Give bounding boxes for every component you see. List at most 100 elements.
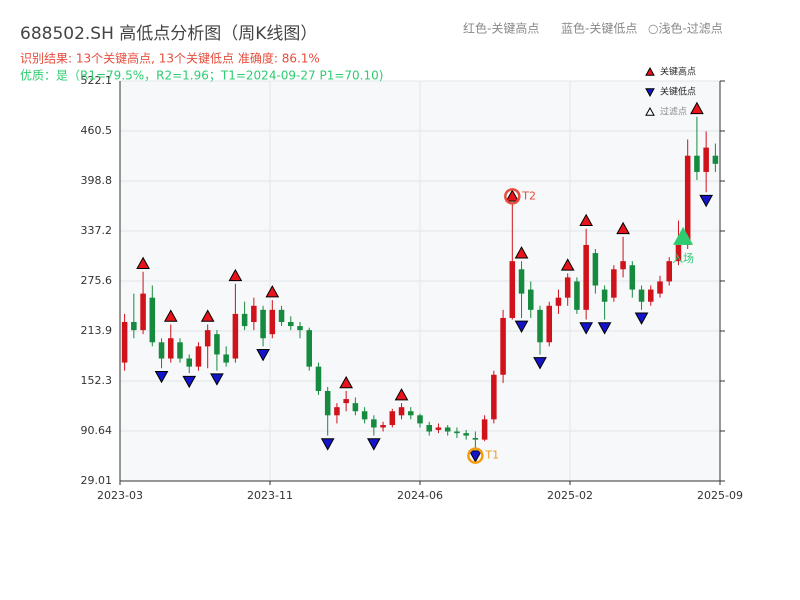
key-point — [533, 357, 547, 370]
candle-body — [158, 342, 165, 359]
candle-body — [251, 305, 257, 323]
key-point — [256, 349, 270, 362]
candle-body — [611, 269, 617, 298]
key-point — [182, 375, 197, 389]
annotation-circle — [467, 447, 484, 464]
key-point — [468, 450, 483, 463]
key-point — [154, 370, 169, 384]
key-point — [514, 320, 529, 333]
key-point — [163, 309, 178, 322]
key-point — [320, 438, 335, 451]
candle-body — [380, 425, 386, 428]
annotation-circle — [504, 188, 521, 205]
legend-label: 关键低点 — [660, 86, 696, 98]
candle-body — [629, 265, 636, 290]
candle-body — [241, 313, 248, 327]
key-point — [366, 438, 381, 451]
candle-body — [398, 407, 405, 416]
candle-body — [675, 244, 682, 262]
y-tick-label: 213.9 — [81, 324, 113, 337]
legend-marker — [645, 106, 655, 116]
candle-body — [214, 334, 220, 355]
candle-body — [481, 419, 488, 440]
header-legend: 蓝色-关键低点 — [561, 22, 637, 36]
key-point — [690, 101, 704, 115]
candle-body — [204, 330, 211, 347]
candle-body — [454, 431, 460, 434]
candle-body — [288, 322, 294, 327]
candle-body — [620, 261, 626, 270]
quality-text: 优质：是（R1=79.5%，R2=1.96；T1=2024-09-27 P1=7… — [20, 69, 383, 83]
candle-body — [574, 281, 580, 310]
candle-body — [324, 390, 331, 416]
candle-body — [666, 261, 672, 282]
candle-body — [564, 277, 571, 298]
candle-body — [343, 399, 349, 404]
result-text: 识别结果: 13个关键高点, 13个关键低点 准确度: 86.1% — [20, 51, 320, 66]
candle-body — [537, 309, 543, 343]
key-point — [505, 189, 520, 202]
candle-body — [186, 358, 192, 367]
candle-body — [694, 155, 700, 172]
candle-body — [177, 342, 183, 359]
legend-label: 过滤点 — [660, 106, 687, 118]
annotation-label: T1 — [484, 449, 499, 462]
candle-body — [352, 403, 359, 412]
candle-body — [703, 147, 709, 172]
candle-body — [684, 155, 691, 245]
annotation-label: 入场 — [672, 251, 694, 265]
y-tick-label: 90.64 — [81, 424, 113, 437]
candle-body — [371, 419, 377, 428]
candle-body — [223, 354, 229, 363]
candle-body — [408, 411, 414, 416]
candle-body — [435, 427, 442, 430]
x-tick-label: 2025-02 — [547, 489, 593, 502]
candle-body — [260, 309, 266, 339]
legend-marker — [645, 88, 655, 98]
key-point — [699, 194, 714, 208]
annotation-label: T2 — [521, 189, 536, 202]
y-tick-label: 460.5 — [81, 124, 113, 137]
candle-body — [389, 411, 396, 426]
legend-marker — [645, 66, 655, 76]
y-tick-label: 337.2 — [81, 224, 113, 237]
candle-body — [306, 330, 312, 367]
candle-body — [232, 313, 239, 359]
candle-body — [195, 346, 202, 367]
candle-body — [297, 326, 303, 331]
header-legend: ○浅色-过滤点 — [648, 22, 723, 36]
candle-body — [648, 289, 654, 302]
candle-body — [361, 411, 368, 420]
x-tick-label: 2023-03 — [97, 489, 143, 502]
candle-body — [131, 322, 137, 331]
chart-title: 688502.SH 高低点分析图（周K线图） — [20, 24, 317, 44]
key-point — [394, 388, 409, 401]
candle-body — [278, 309, 285, 323]
key-point — [560, 258, 575, 271]
candle-body — [417, 415, 423, 424]
candle-body — [149, 297, 156, 343]
candle-body — [500, 317, 506, 375]
y-tick-label: 398.8 — [81, 174, 113, 187]
key-point — [228, 268, 243, 282]
legend-label: 关键高点 — [660, 66, 696, 78]
candle-body — [592, 253, 599, 286]
key-point — [514, 246, 529, 259]
key-point — [210, 373, 224, 386]
key-point — [579, 213, 594, 227]
candle-body — [555, 297, 562, 306]
entry-marker — [673, 226, 694, 245]
key-point — [579, 322, 594, 335]
candle-body — [518, 269, 525, 294]
key-point — [200, 309, 215, 322]
candle-body — [491, 374, 497, 420]
candle-body — [426, 425, 432, 432]
candle-body — [657, 281, 663, 294]
candle-body — [583, 244, 589, 310]
candle-body — [444, 427, 451, 432]
y-tick-label: 152.3 — [81, 374, 113, 387]
key-point — [634, 312, 649, 325]
candle-body — [334, 407, 340, 416]
key-point — [597, 322, 612, 335]
